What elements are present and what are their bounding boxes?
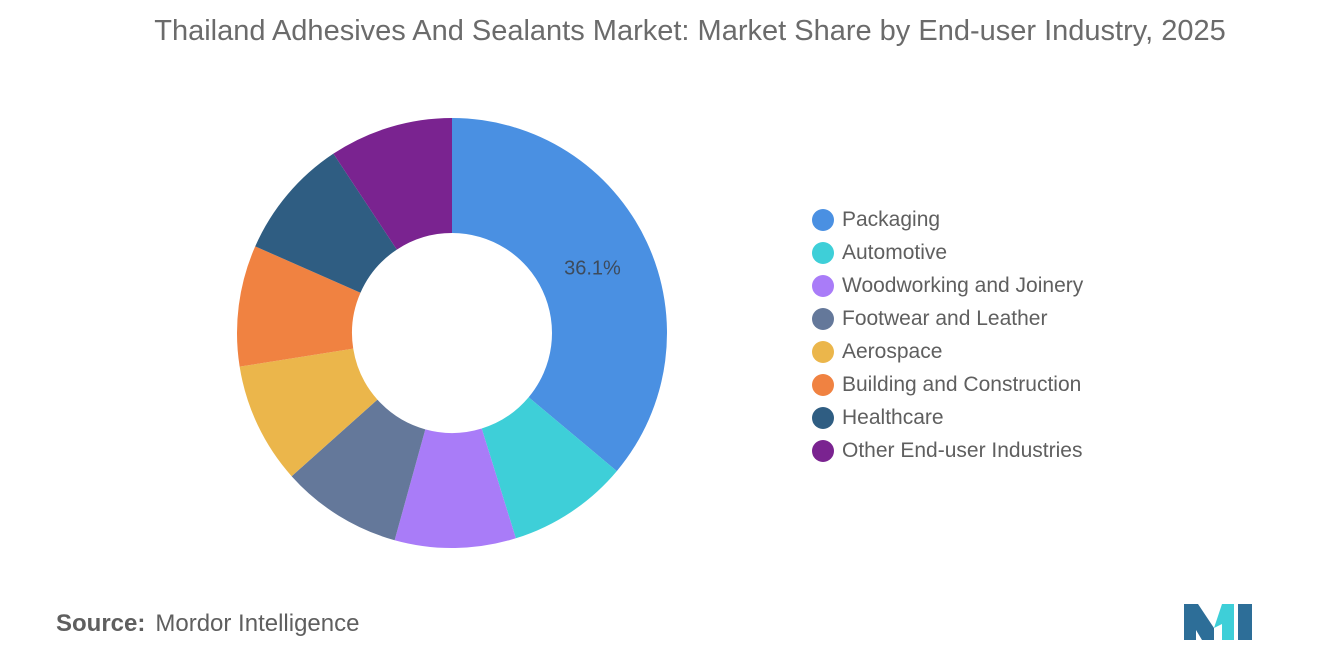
legend-swatch xyxy=(812,241,834,264)
legend-item: Automotive xyxy=(812,236,1083,269)
legend-item: Packaging xyxy=(812,203,1083,236)
legend-label: Woodworking and Joinery xyxy=(842,273,1084,297)
data-label: 36.1% xyxy=(564,257,621,279)
legend-swatch xyxy=(812,373,834,396)
legend-label: Other End-user Industries xyxy=(842,438,1083,462)
source-line: Source: Mordor Intelligence xyxy=(56,610,359,638)
legend-item: Building and Construction xyxy=(812,368,1083,401)
legend-swatch xyxy=(812,208,834,231)
slice-automotive xyxy=(481,397,617,539)
legend-item: Aerospace xyxy=(812,335,1083,368)
legend-item: Healthcare xyxy=(812,401,1083,434)
legend: Packaging Automotive Woodworking and Joine… xyxy=(812,203,1083,467)
legend-label: Packaging xyxy=(842,207,941,231)
legend-item: Woodworking and Joinery xyxy=(812,269,1083,302)
slice-packaging xyxy=(452,118,667,472)
slice-woodworking-and-joinery xyxy=(394,428,516,548)
legend-item: Footwear and Leather xyxy=(812,302,1083,335)
legend-label: Building and Construction xyxy=(842,372,1082,396)
legend-label: Healthcare xyxy=(842,405,944,429)
slice-healthcare xyxy=(255,153,397,293)
legend-swatch xyxy=(812,406,834,429)
slice-aerospace xyxy=(239,348,378,477)
source-value: Mordor Intelligence xyxy=(155,610,360,637)
legend-item: Other End-user Industries xyxy=(812,434,1083,467)
slice-footwear-and-leather xyxy=(291,399,426,541)
legend-swatch xyxy=(812,439,834,462)
legend-swatch xyxy=(812,340,834,363)
slice-other-end-user-industries xyxy=(333,118,452,250)
slice-building-and-construction xyxy=(236,246,361,367)
legend-label: Automotive xyxy=(842,240,948,264)
source-label: Source: xyxy=(56,610,146,637)
legend-swatch xyxy=(812,274,834,297)
legend-swatch xyxy=(812,307,834,330)
legend-label: Footwear and Leather xyxy=(842,306,1048,330)
legend-label: Aerospace xyxy=(842,339,943,363)
chart-title: Thailand Adhesives And Sealants Market: … xyxy=(154,15,1226,47)
mordor-intelligence-logo xyxy=(1184,604,1252,640)
